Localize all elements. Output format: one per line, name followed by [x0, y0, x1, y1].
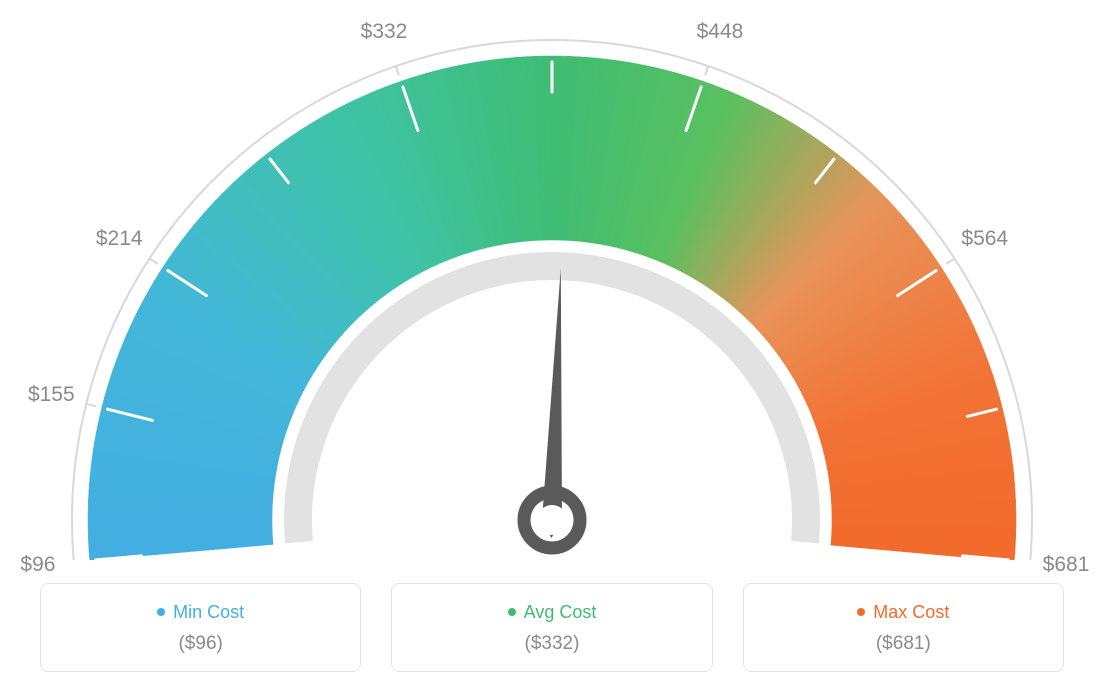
legend-title-avg: Avg Cost: [402, 602, 701, 623]
legend-card-min: Min Cost ($96): [40, 583, 361, 672]
dot-icon: [857, 608, 865, 616]
legend-title-min: Min Cost: [51, 602, 350, 623]
gauge-svg: [0, 0, 1104, 560]
gauge-tick-label: $96: [20, 553, 55, 577]
legend-card-max: Max Cost ($681): [743, 583, 1064, 672]
legend-label-avg: Avg Cost: [524, 602, 597, 622]
legend-row: Min Cost ($96) Avg Cost ($332) Max Cost …: [0, 583, 1104, 672]
gauge-tick-label: $332: [361, 20, 408, 44]
legend-label-min: Min Cost: [173, 602, 244, 622]
legend-card-avg: Avg Cost ($332): [391, 583, 712, 672]
legend-value-min: ($96): [51, 633, 350, 655]
gauge-tick-label: $155: [28, 383, 75, 407]
dot-icon: [157, 608, 165, 616]
legend-value-max: ($681): [754, 633, 1053, 655]
legend-title-max: Max Cost: [754, 602, 1053, 623]
gauge-tick-label: $681: [1043, 553, 1090, 577]
gauge-tick-label: $448: [697, 20, 744, 44]
legend-value-avg: ($332): [402, 633, 701, 655]
legend-label-max: Max Cost: [873, 602, 949, 622]
gauge-chart: $96$155$214$332$448$564$681: [0, 0, 1104, 560]
gauge-tick-label: $214: [96, 227, 143, 251]
gauge-tick-label: $564: [961, 227, 1008, 251]
dot-icon: [508, 608, 516, 616]
